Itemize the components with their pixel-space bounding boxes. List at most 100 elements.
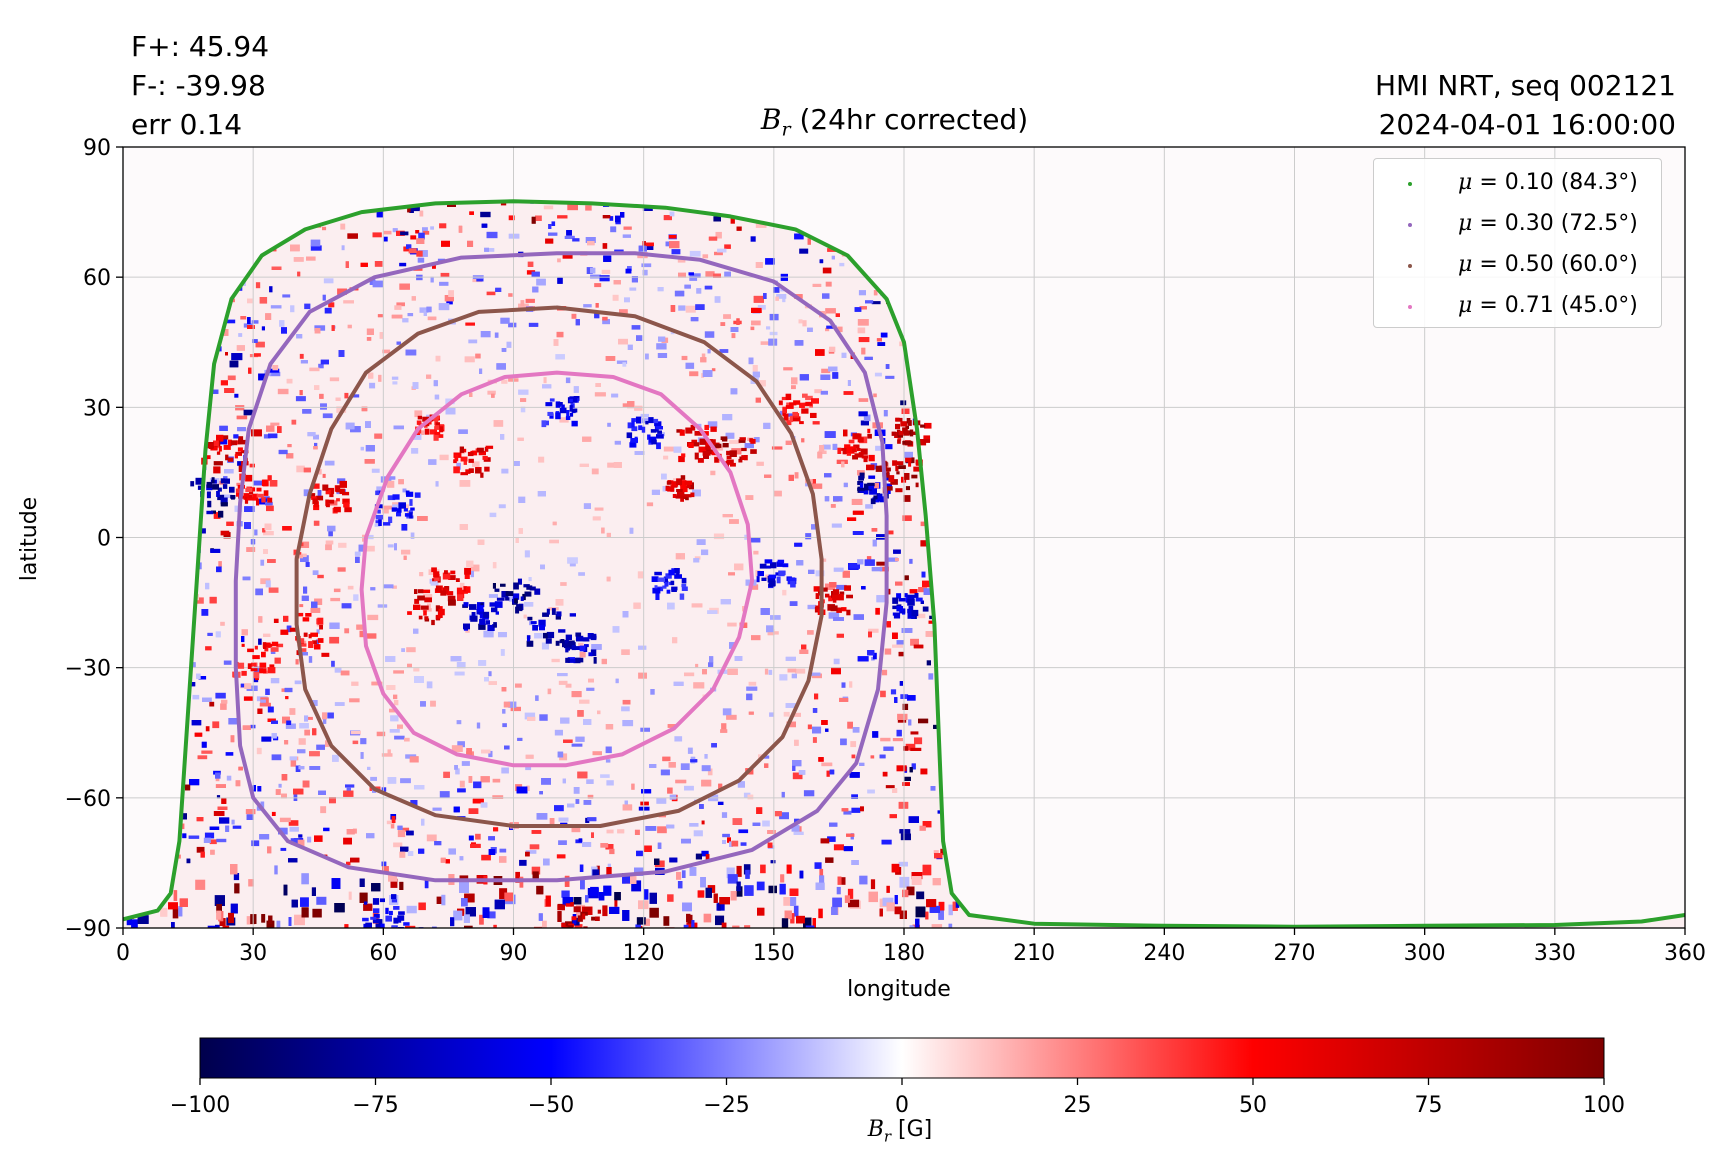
- magnetogram-pixel: [400, 846, 409, 852]
- magnetogram-pixel: [438, 303, 450, 311]
- magnetogram-pixel: [377, 314, 383, 318]
- x-axis-ticks: 0 30 60 90 120 150 180 210 240 270 300 330 360: [116, 928, 1706, 966]
- region-pixel: [815, 593, 820, 599]
- colorbar-tick-label: −50: [528, 1093, 574, 1118]
- magnetogram-pixel: [333, 588, 341, 593]
- magnetogram-pixel: [847, 888, 854, 899]
- contour-mu-050: [294, 305, 824, 828]
- magnetogram-pixel: [404, 737, 410, 742]
- magnetogram-pixel: [330, 597, 341, 602]
- region-pixel: [435, 605, 440, 612]
- magnetogram-pixel: [270, 305, 282, 309]
- magnetogram-pixel: [764, 668, 769, 675]
- magnetogram-pixel: [266, 505, 274, 512]
- legend-item-mu-050: μ = 0.50 (60.0°): [1374, 252, 1661, 282]
- magnetogram-pixel: [260, 699, 266, 703]
- region-pixel: [206, 510, 214, 515]
- magnetogram-pixel: [453, 806, 460, 813]
- magnetogram-pixel: [693, 682, 705, 689]
- magnetogram-pixel: [876, 561, 886, 566]
- magnetogram-pixel: [756, 881, 765, 891]
- magnetogram-pixel: [414, 785, 425, 790]
- magnetogram-pixel: [867, 789, 875, 794]
- magnetogram-pixel: [631, 276, 638, 283]
- region-pixel: [267, 497, 273, 503]
- magnetogram-pixel: [267, 475, 272, 481]
- magnetogram-pixel: [472, 798, 484, 804]
- magnetogram-pixel: [811, 483, 823, 489]
- magnetogram-pixel: [483, 630, 494, 638]
- region-pixel: [651, 439, 657, 445]
- region-pixel: [532, 625, 538, 631]
- magnetogram-pixel: [620, 212, 625, 218]
- magnetogram-pixel: [622, 362, 627, 367]
- magnetogram-pixel: [325, 540, 334, 545]
- magnetogram-pixel: [854, 307, 862, 312]
- magnetogram-pixel: [221, 699, 228, 704]
- magnetogram-pixel: [334, 667, 342, 673]
- magnetogram-pixel: [406, 905, 417, 914]
- magnetogram-pixel: [347, 233, 358, 239]
- region-pixel: [479, 605, 484, 611]
- region-pixel: [387, 495, 396, 501]
- magnetogram-pixel: [636, 850, 643, 857]
- magnetogram-pixel: [359, 892, 368, 903]
- magnetogram-pixel: [909, 925, 915, 928]
- magnetogram-pixel: [457, 788, 466, 793]
- magnetogram-pixel: [543, 858, 550, 866]
- magnetogram-pixel: [423, 309, 427, 316]
- magnetogram-pixel: [587, 794, 594, 799]
- region-pixel: [778, 400, 783, 405]
- magnetogram-pixel: [267, 718, 276, 722]
- magnetogram-pixel: [407, 207, 411, 213]
- magnetogram-pixel: [837, 876, 842, 885]
- region-pixel: [461, 589, 468, 594]
- region-pixel: [470, 450, 478, 456]
- magnetogram-pixel: [525, 764, 532, 771]
- region-pixel: [825, 593, 830, 598]
- region-pixel: [448, 575, 456, 580]
- magnetogram-pixel: [805, 533, 812, 540]
- magnetogram-pixel: [789, 601, 798, 606]
- active-region: [651, 568, 688, 600]
- region-pixel: [512, 593, 520, 600]
- magnetogram-pixel: [343, 837, 352, 845]
- magnetogram-pixel: [649, 764, 657, 768]
- magnetogram-pixel: [769, 712, 774, 717]
- magnetogram-pixel: [213, 512, 221, 519]
- magnetogram-pixel: [929, 615, 933, 620]
- magnetogram-pixel: [360, 738, 367, 745]
- magnetogram-pixel: [689, 371, 699, 377]
- magnetogram-pixel: [602, 243, 608, 249]
- magnetogram-pixel: [492, 562, 497, 569]
- region-pixel: [210, 443, 218, 451]
- magnetogram-pixel: [767, 842, 773, 848]
- magnetogram-pixel: [337, 288, 347, 295]
- magnetogram-pixel: [265, 501, 273, 506]
- magnetogram-pixel: [548, 224, 552, 229]
- magnetogram-pixel: [334, 702, 345, 706]
- magnetogram-pixel: [508, 293, 513, 297]
- magnetogram-pixel: [818, 908, 823, 919]
- region-pixel: [584, 644, 589, 648]
- region-pixel: [435, 585, 442, 592]
- magnetogram-pixel: [376, 211, 384, 218]
- magnetogram-pixel: [358, 544, 365, 552]
- magnetogram-pixel: [588, 678, 594, 683]
- magnetogram-pixel: [760, 864, 766, 874]
- magnetogram-pixel: [781, 791, 785, 798]
- magnetogram-pixel: [696, 539, 706, 545]
- magnetogram-pixel: [600, 774, 610, 778]
- magnetogram-pixel: [231, 353, 243, 361]
- magnetogram-pixel: [871, 528, 878, 532]
- magnetogram-pixel: [411, 296, 416, 301]
- region-pixel: [626, 432, 633, 439]
- region-pixel: [373, 908, 380, 913]
- magnetogram-pixel: [274, 865, 278, 875]
- magnetogram-pixel: [695, 304, 705, 310]
- magnetogram-pixel: [501, 468, 509, 474]
- magnetogram-pixel: [704, 285, 713, 290]
- magnetogram-pixel: [776, 294, 787, 299]
- magnetogram-pixel: [559, 417, 569, 423]
- magnetogram-pixel: [246, 547, 256, 552]
